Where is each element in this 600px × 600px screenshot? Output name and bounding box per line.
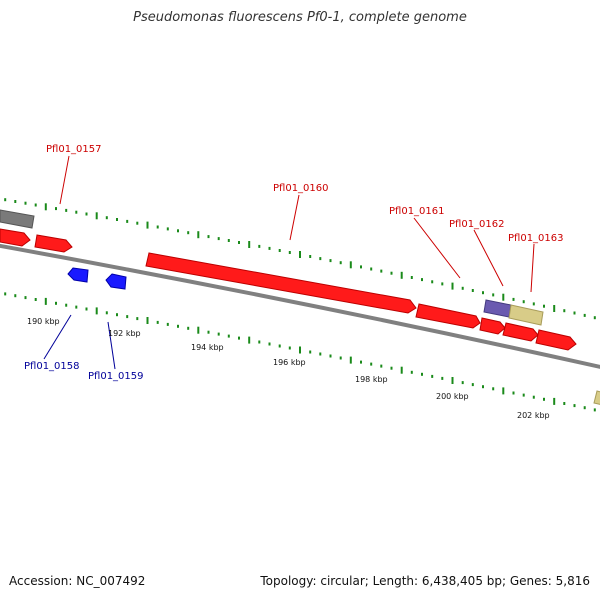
label-pfl01-0162[interactable]: Pfl01_0162 [449, 219, 505, 230]
scale-label-198: 198 kbp [355, 375, 388, 384]
gene-pfl01-0161[interactable] [415, 303, 481, 329]
scale-label-200: 200 kbp [436, 392, 469, 401]
scale-labels: 190 kbp 192 kbp 194 kbp 196 kbp 198 kbp … [27, 317, 550, 420]
pointer-pfl01-0163 [530, 243, 535, 293]
gene-gray-left[interactable] [0, 209, 35, 229]
pointer-pfl01-0157 [59, 155, 70, 205]
gene-labels: Pfl01_0157 Pfl01_0160 Pfl01_0161 Pfl01_0… [24, 144, 564, 382]
gene-pfl01-0163-red[interactable] [502, 322, 539, 342]
genome-backbone [0, 243, 600, 369]
gene-forward-last[interactable] [535, 329, 577, 351]
gene-pfl01-0160[interactable] [145, 252, 417, 314]
accession-text: Accession: NC_007492 [9, 574, 146, 588]
pointer-pfl01-0161 [413, 217, 461, 279]
genome-summary-text: Topology: circular; Length: 6,438,405 bp… [260, 574, 590, 588]
pointer-pfl01-0158 [43, 314, 72, 360]
gene-khaki-right-edge[interactable] [593, 390, 600, 405]
gene-features [0, 209, 600, 405]
gene-forward-2[interactable] [34, 234, 73, 253]
scale-label-194: 194 kbp [191, 343, 224, 352]
label-pfl01-0158[interactable]: Pfl01_0158 [24, 361, 80, 372]
scale-label-202: 202 kbp [517, 411, 550, 420]
scale-label-190: 190 kbp [27, 317, 60, 326]
outer-tick-row [4, 198, 596, 320]
pointer-pfl01-0160 [289, 194, 300, 241]
label-pfl01-0161[interactable]: Pfl01_0161 [389, 206, 445, 217]
label-pointer-lines [43, 155, 535, 370]
label-pfl01-0163[interactable]: Pfl01_0163 [508, 233, 564, 244]
inner-tick-row [4, 292, 596, 412]
label-pfl01-0159[interactable]: Pfl01_0159 [88, 371, 144, 382]
gene-purple[interactable] [483, 299, 512, 318]
pointer-pfl01-0159 [107, 321, 116, 370]
label-pfl01-0160[interactable]: Pfl01_0160 [273, 183, 329, 194]
scale-label-192: 192 kbp [108, 329, 141, 338]
gene-pfl01-0159[interactable] [105, 273, 127, 290]
scale-label-196: 196 kbp [273, 358, 306, 367]
gene-pfl01-0158[interactable] [67, 267, 89, 283]
gene-pfl01-0162[interactable] [479, 317, 506, 335]
pointer-pfl01-0162 [473, 229, 504, 287]
map-title: Pseudomonas fluorescens Pf0-1, complete … [133, 10, 467, 25]
gene-khaki[interactable] [508, 304, 544, 326]
label-pfl01-0157[interactable]: Pfl01_0157 [46, 144, 102, 155]
gene-forward-1[interactable] [0, 228, 31, 247]
